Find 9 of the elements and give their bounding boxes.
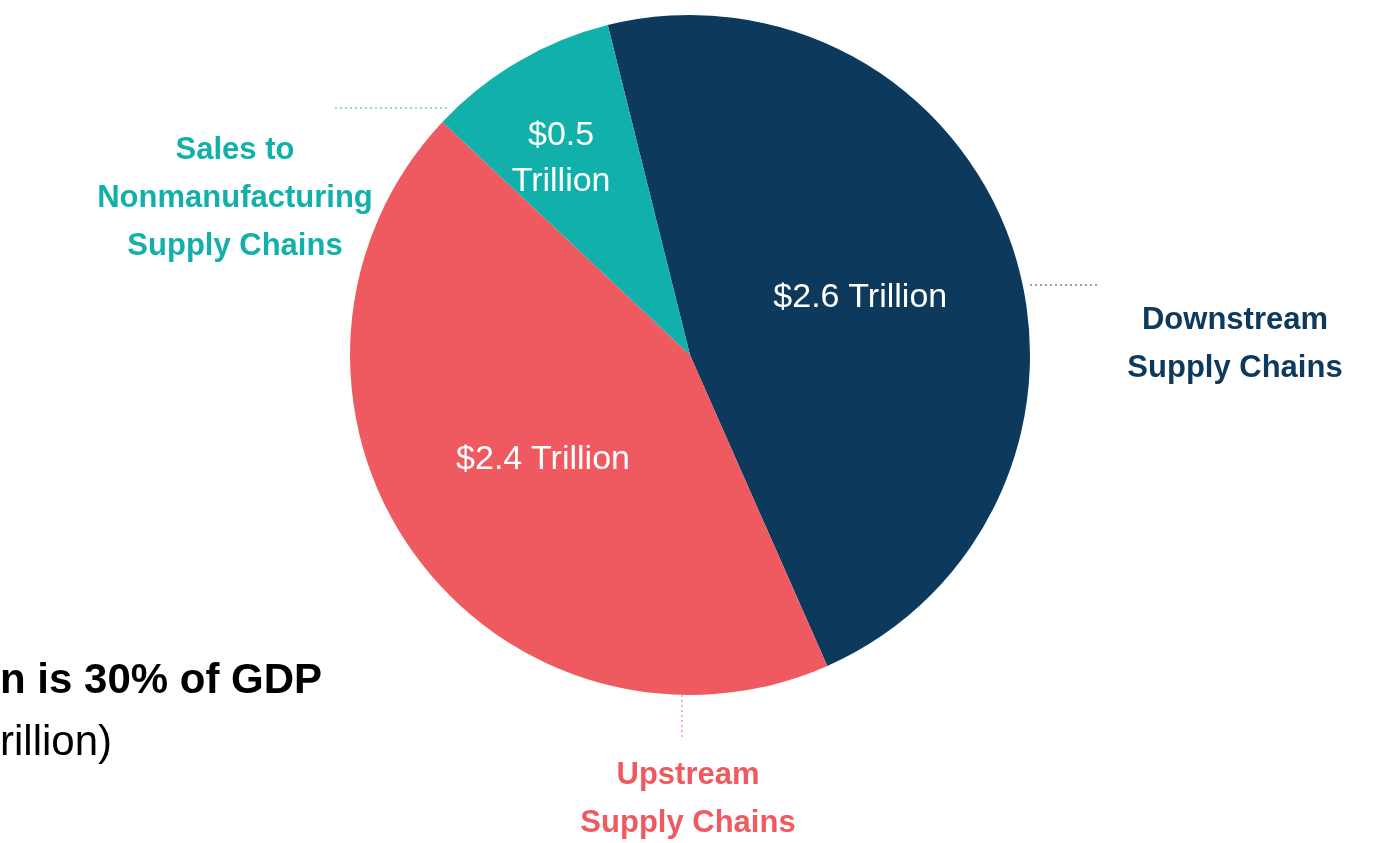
slice-label: Sales to Nonmanufacturing Supply Chains <box>97 131 373 262</box>
data-label: $0.5 Trillion <box>511 113 611 198</box>
slice-label: Downstream Supply Chains <box>1127 301 1343 384</box>
data-label: $2.4 Trillion <box>456 437 630 476</box>
text: n is 30% of GDP <box>0 655 323 702</box>
text: rillion) <box>0 717 113 764</box>
data-label: $2.6 Trillion <box>773 275 948 314</box>
slice-label: Upstream Supply Chains <box>580 756 796 839</box>
pie-slice <box>442 25 690 355</box>
